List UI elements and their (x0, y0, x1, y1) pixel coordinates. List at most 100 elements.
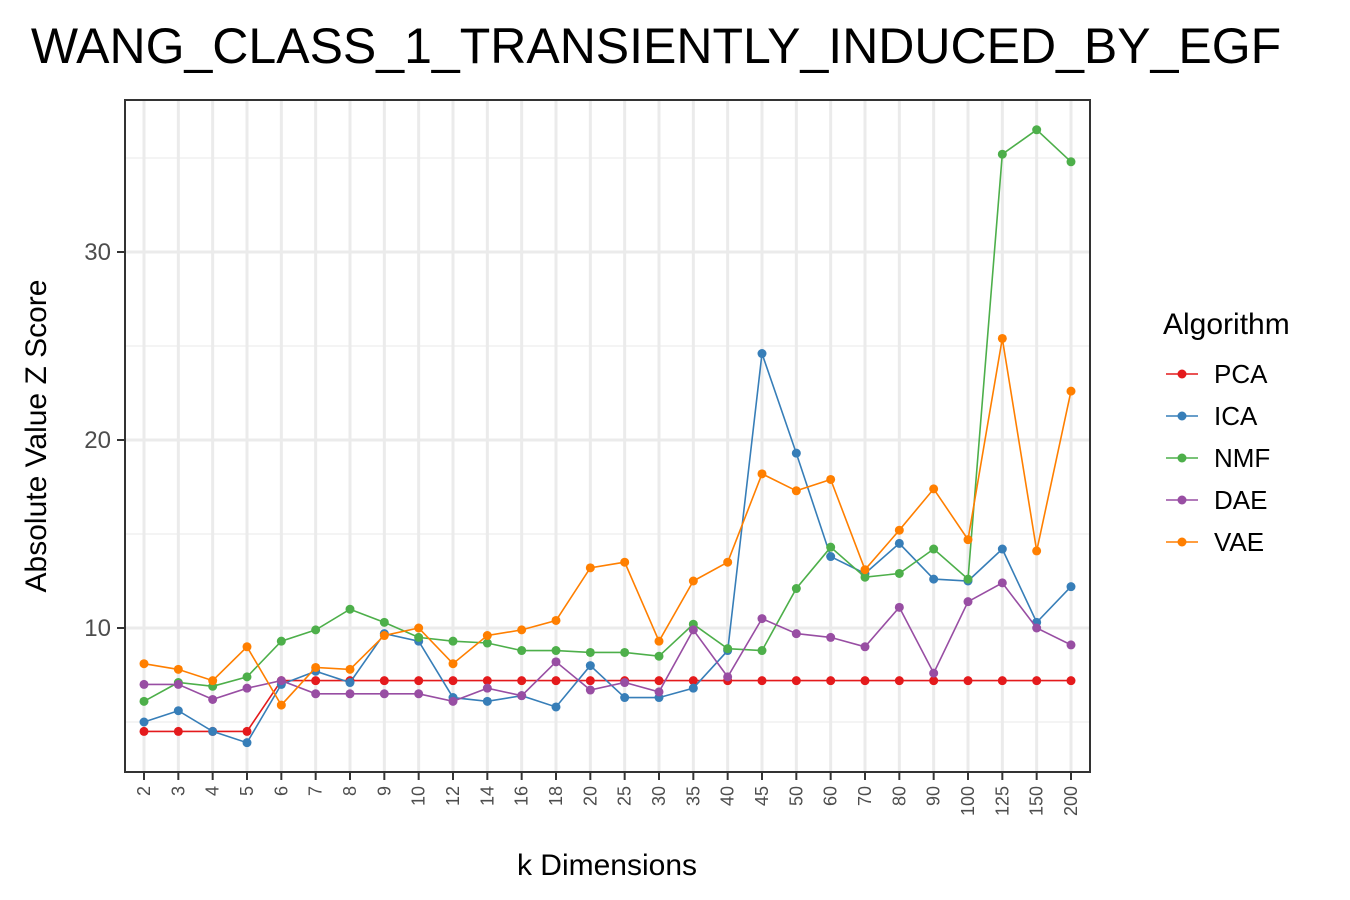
legend-marker (1177, 411, 1187, 421)
legend-marker (1177, 537, 1187, 547)
legend-label: ICA (1214, 401, 1258, 431)
data-point-ica (242, 738, 252, 748)
data-point-ica (345, 678, 355, 688)
data-point-ica (173, 706, 183, 716)
data-point-vae (208, 676, 218, 686)
data-point-dae (688, 625, 698, 635)
data-point-dae (963, 597, 973, 607)
data-point-nmf (1066, 157, 1076, 167)
legend-item-dae: DAE (1166, 485, 1267, 515)
data-point-dae (482, 683, 492, 693)
legend-label: DAE (1214, 485, 1267, 515)
legend-marker (1177, 369, 1187, 379)
data-point-ica (208, 726, 218, 736)
x-tick-label: 60 (821, 786, 841, 806)
data-point-ica (620, 693, 630, 703)
x-tick-label: 3 (168, 786, 188, 796)
y-tick-label: 10 (84, 615, 111, 642)
x-tick-label: 5 (237, 786, 257, 796)
data-point-ica (826, 552, 836, 562)
x-tick-label: 30 (649, 786, 669, 806)
data-point-dae (620, 678, 630, 688)
data-point-pca (311, 676, 321, 686)
data-point-pca (929, 676, 939, 686)
data-point-dae (551, 657, 561, 667)
legend-marker (1177, 453, 1187, 463)
x-tick-label: 80 (889, 786, 909, 806)
data-point-dae (379, 689, 389, 699)
data-point-vae (1066, 386, 1076, 396)
data-point-ica (1066, 582, 1076, 592)
data-point-vae (1032, 546, 1042, 556)
data-point-dae (448, 696, 458, 706)
series-nmf (139, 125, 1076, 706)
data-point-nmf (276, 636, 286, 646)
legend-marker (1177, 495, 1187, 505)
data-point-nmf (311, 625, 321, 635)
data-point-nmf (242, 672, 252, 682)
series-vae (139, 333, 1076, 710)
data-point-nmf (997, 149, 1007, 159)
data-point-vae (482, 631, 492, 641)
data-point-pca (860, 676, 870, 686)
x-tick-label: 35 (683, 786, 703, 806)
y-axis-title: Absolute Value Z Score (20, 280, 53, 593)
data-point-vae (448, 659, 458, 669)
data-point-vae (414, 623, 424, 633)
data-point-ica (585, 661, 595, 671)
data-point-vae (894, 525, 904, 535)
data-point-pca (1032, 676, 1042, 686)
data-point-vae (654, 636, 664, 646)
plot-frame (124, 99, 1091, 773)
data-point-dae (1066, 640, 1076, 650)
data-point-pca (585, 676, 595, 686)
data-point-ica (482, 696, 492, 706)
data-point-dae (826, 632, 836, 642)
x-tick-label: 14 (477, 786, 497, 806)
data-point-vae (585, 563, 595, 573)
legend-items: PCA ICA NMF DAE VAE (1166, 359, 1270, 557)
legend-label: NMF (1214, 443, 1270, 473)
data-point-vae (757, 469, 767, 479)
y-tick-label: 20 (84, 427, 111, 454)
data-point-nmf (345, 604, 355, 614)
data-point-pca (894, 676, 904, 686)
x-tick-label: 4 (203, 786, 223, 796)
x-tick-label: 150 (1027, 786, 1047, 816)
data-point-ica (551, 702, 561, 712)
data-point-vae (517, 625, 527, 635)
chart-title: WANG_CLASS_1_TRANSIENTLY_INDUCED_BY_EGF (31, 18, 1281, 74)
data-point-vae (791, 486, 801, 496)
data-point-pca (791, 676, 801, 686)
legend-item-vae: VAE (1166, 527, 1264, 557)
data-point-ica (929, 574, 939, 584)
data-point-vae (276, 700, 286, 710)
x-tick-label: 12 (443, 786, 463, 806)
data-point-dae (139, 679, 149, 689)
data-point-vae (688, 576, 698, 586)
x-tick-label: 20 (580, 786, 600, 806)
data-point-pca (414, 676, 424, 686)
data-point-vae (242, 642, 252, 652)
data-point-pca (757, 676, 767, 686)
data-point-nmf (929, 544, 939, 554)
data-point-nmf (860, 572, 870, 582)
legend-item-nmf: NMF (1166, 443, 1270, 473)
legend-label: VAE (1214, 527, 1264, 557)
data-point-vae (723, 557, 733, 567)
data-point-pca (173, 726, 183, 736)
data-point-nmf (585, 647, 595, 657)
data-point-dae (757, 614, 767, 624)
legend-item-ica: ICA (1166, 401, 1258, 431)
legend-item-pca: PCA (1166, 359, 1268, 389)
x-tick-label: 7 (306, 786, 326, 796)
x-tick-label: 6 (271, 786, 291, 796)
data-point-dae (208, 694, 218, 704)
data-point-nmf (826, 542, 836, 552)
y-tick-label: 30 (84, 239, 111, 266)
data-point-vae (929, 484, 939, 494)
data-point-dae (654, 687, 664, 697)
data-point-nmf (620, 647, 630, 657)
data-point-dae (345, 689, 355, 699)
